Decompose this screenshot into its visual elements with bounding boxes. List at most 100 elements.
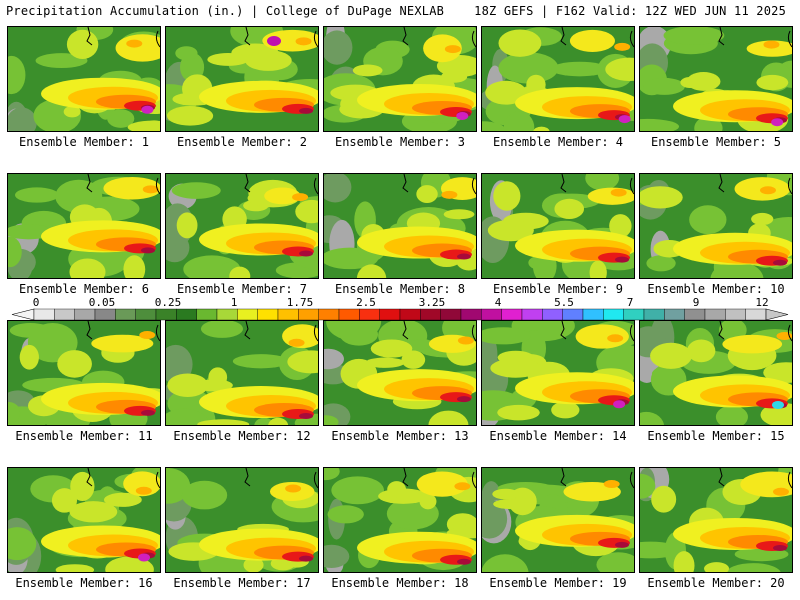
page-title: Precipitation Accumulation (in.) | Colle… xyxy=(6,4,445,18)
color-legend-tick-label: 7 xyxy=(626,296,634,309)
precip-field xyxy=(640,468,792,572)
color-legend-swatch xyxy=(54,308,75,321)
ensemble-member-map-6 xyxy=(7,173,161,279)
color-legend-swatch xyxy=(74,308,96,321)
ensemble-member-map-16 xyxy=(7,467,161,573)
color-legend-tick-label: 0 xyxy=(32,296,40,309)
color-legend-swatch xyxy=(237,308,258,321)
color-legend-swatch xyxy=(176,308,197,321)
color-legend-swatch xyxy=(298,308,319,321)
color-legend-tick-label: 9 xyxy=(692,296,700,309)
color-legend-tick-label: 1.75 xyxy=(286,296,314,309)
color-legend-swatch xyxy=(94,308,116,321)
ensemble-member-map-13 xyxy=(323,320,477,426)
color-legend-tick-label: 12 xyxy=(755,296,769,309)
precip-field xyxy=(8,174,160,278)
color-legend-swatch xyxy=(501,308,523,321)
ensemble-member-label: Ensemble Member: 4 xyxy=(492,135,624,149)
precip-field xyxy=(482,321,634,425)
color-legend-tick-label: 3.25 xyxy=(418,296,446,309)
color-legend-swatch xyxy=(379,308,401,321)
color-legend-tick-label: 5.5 xyxy=(554,296,574,309)
color-legend-swatch xyxy=(277,308,299,321)
color-legend-swatch xyxy=(643,308,665,321)
ensemble-member-map-4 xyxy=(481,26,635,132)
color-legend-swatch xyxy=(155,308,177,321)
color-legend-swatch xyxy=(216,308,238,321)
ensemble-member-map-8 xyxy=(323,173,477,279)
ensemble-member-label: Ensemble Member: 13 xyxy=(331,429,469,443)
color-legend-high-arrow xyxy=(765,308,789,321)
precip-field xyxy=(8,27,160,131)
precip-field xyxy=(8,321,160,425)
color-legend-swatch xyxy=(399,308,421,321)
color-legend-swatch xyxy=(460,308,482,321)
color-legend-swatch xyxy=(725,308,746,321)
ensemble-member-label: Ensemble Member: 17 xyxy=(173,576,311,590)
ensemble-member-label: Ensemble Member: 5 xyxy=(650,135,782,149)
color-legend-swatch xyxy=(257,308,279,321)
color-legend-swatch xyxy=(318,308,340,321)
precip-field xyxy=(482,27,634,131)
ensemble-member-map-2 xyxy=(165,26,319,132)
color-legend-swatch xyxy=(115,308,136,321)
color-legend-swatch xyxy=(704,308,726,321)
precip-field xyxy=(640,174,792,278)
ensemble-member-label: Ensemble Member: 11 xyxy=(15,429,153,443)
run-valid-time: 18Z GEFS | F162 Valid: 12Z WED JUN 11 20… xyxy=(474,4,786,18)
ensemble-member-map-20 xyxy=(639,467,793,573)
ensemble-member-map-18 xyxy=(323,467,477,573)
color-legend-swatch xyxy=(521,308,543,321)
ensemble-member-label: Ensemble Member: 6 xyxy=(18,282,150,296)
precip-field xyxy=(324,321,476,425)
color-legend-swatch xyxy=(745,308,767,321)
ensemble-member-label: Ensemble Member: 16 xyxy=(15,576,153,590)
color-legend-swatch xyxy=(440,308,462,321)
color-legend-swatch xyxy=(603,308,624,321)
precip-field xyxy=(166,174,318,278)
precip-field xyxy=(166,321,318,425)
ensemble-member-map-15 xyxy=(639,320,793,426)
precip-field xyxy=(166,27,318,131)
ensemble-member-label: Ensemble Member: 20 xyxy=(647,576,785,590)
ensemble-member-label: Ensemble Member: 9 xyxy=(492,282,624,296)
ensemble-member-label: Ensemble Member: 7 xyxy=(176,282,308,296)
ensemble-member-label: Ensemble Member: 2 xyxy=(176,135,308,149)
color-legend-tick-label: 0.05 xyxy=(88,296,116,309)
color-legend-swatch xyxy=(359,308,380,321)
color-legend-swatch xyxy=(420,308,441,321)
color-legend-swatch xyxy=(664,308,685,321)
ensemble-member-label: Ensemble Member: 12 xyxy=(173,429,311,443)
ensemble-member-map-11 xyxy=(7,320,161,426)
color-legend: 0 0.05 0.25 1 1.75 2.5 3.25 4 5.5 7 9 12 xyxy=(0,296,800,322)
color-legend-swatch xyxy=(623,308,645,321)
color-legend-bar xyxy=(11,308,789,321)
ensemble-member-map-9 xyxy=(481,173,635,279)
ensemble-member-label: Ensemble Member: 18 xyxy=(331,576,469,590)
ensemble-member-map-3 xyxy=(323,26,477,132)
precip-field xyxy=(324,468,476,572)
ensemble-member-map-1 xyxy=(7,26,161,132)
color-legend-swatch xyxy=(196,308,218,321)
ensemble-member-label: Ensemble Member: 1 xyxy=(18,135,150,149)
color-legend-swatch xyxy=(562,308,584,321)
ensemble-member-label: Ensemble Member: 10 xyxy=(647,282,785,296)
precip-field xyxy=(482,468,634,572)
ensemble-member-label: Ensemble Member: 3 xyxy=(334,135,466,149)
ensemble-member-label: Ensemble Member: 8 xyxy=(334,282,466,296)
color-legend-tick-label: 0.25 xyxy=(154,296,182,309)
precip-field xyxy=(482,174,634,278)
color-legend-swatch xyxy=(33,308,55,321)
ensemble-member-map-14 xyxy=(481,320,635,426)
precip-field xyxy=(324,174,476,278)
color-legend-low-arrow xyxy=(11,308,35,321)
precip-field xyxy=(640,27,792,131)
precip-field xyxy=(166,468,318,572)
precip-field xyxy=(640,321,792,425)
color-legend-tick-label: 1 xyxy=(230,296,238,309)
color-legend-swatch xyxy=(582,308,604,321)
color-legend-tick-label: 2.5 xyxy=(356,296,376,309)
ensemble-member-label: Ensemble Member: 15 xyxy=(647,429,785,443)
precip-field xyxy=(324,27,476,131)
ensemble-member-label: Ensemble Member: 14 xyxy=(489,429,627,443)
